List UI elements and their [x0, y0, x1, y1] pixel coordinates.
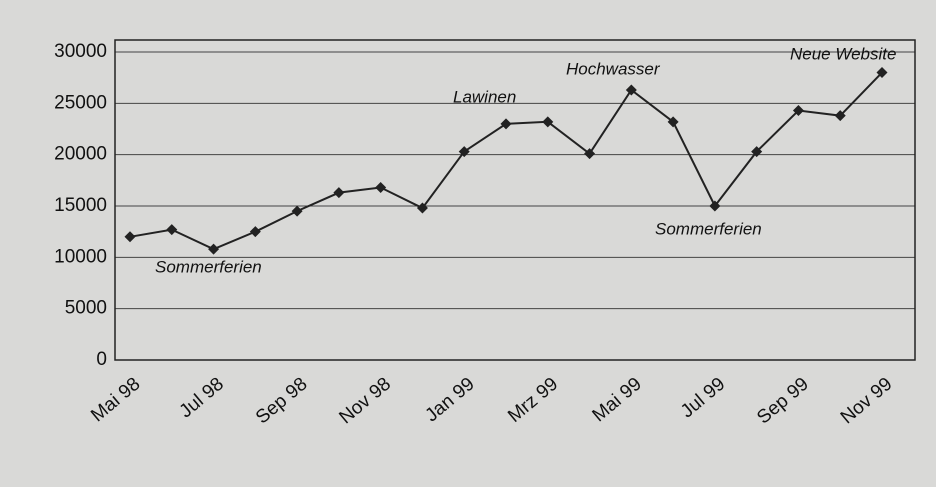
marker — [834, 110, 846, 122]
marker — [208, 243, 220, 255]
y-tick-label: 0 — [96, 349, 107, 370]
marker — [584, 148, 596, 160]
marker — [375, 182, 387, 194]
marker — [249, 226, 261, 238]
marker — [500, 118, 512, 130]
plot-frame — [114, 39, 916, 361]
marker — [124, 231, 136, 243]
marker — [542, 116, 554, 128]
annotation: Neue Website — [790, 44, 896, 63]
marker — [751, 146, 763, 158]
marker — [416, 202, 428, 214]
annotation: Sommerferien — [655, 219, 762, 238]
y-tick-label: 25000 — [54, 92, 107, 113]
marker — [333, 187, 345, 199]
marker — [291, 205, 303, 217]
annotation: Sommerferien — [155, 257, 262, 276]
annotation: Hochwasser — [566, 59, 661, 78]
marker — [709, 200, 721, 212]
marker — [166, 224, 178, 236]
marker — [458, 146, 470, 158]
y-tick-label: 15000 — [54, 195, 107, 216]
marker — [625, 84, 637, 96]
y-tick-label: 30000 — [54, 41, 107, 62]
y-tick-label: 20000 — [54, 144, 107, 165]
annotation: Lawinen — [453, 87, 516, 106]
y-tick-label: 5000 — [65, 298, 107, 319]
y-tick-label: 10000 — [54, 246, 107, 267]
marker — [876, 67, 888, 79]
marker — [667, 116, 679, 128]
marker — [792, 105, 804, 117]
